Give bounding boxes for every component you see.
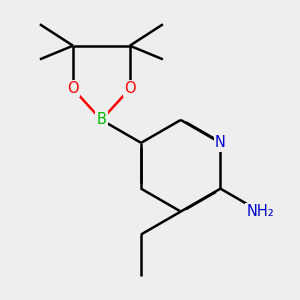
- Text: N: N: [215, 135, 226, 150]
- Text: B: B: [97, 112, 106, 128]
- Text: O: O: [67, 81, 79, 96]
- Text: O: O: [124, 81, 136, 96]
- Text: NH₂: NH₂: [246, 204, 274, 219]
